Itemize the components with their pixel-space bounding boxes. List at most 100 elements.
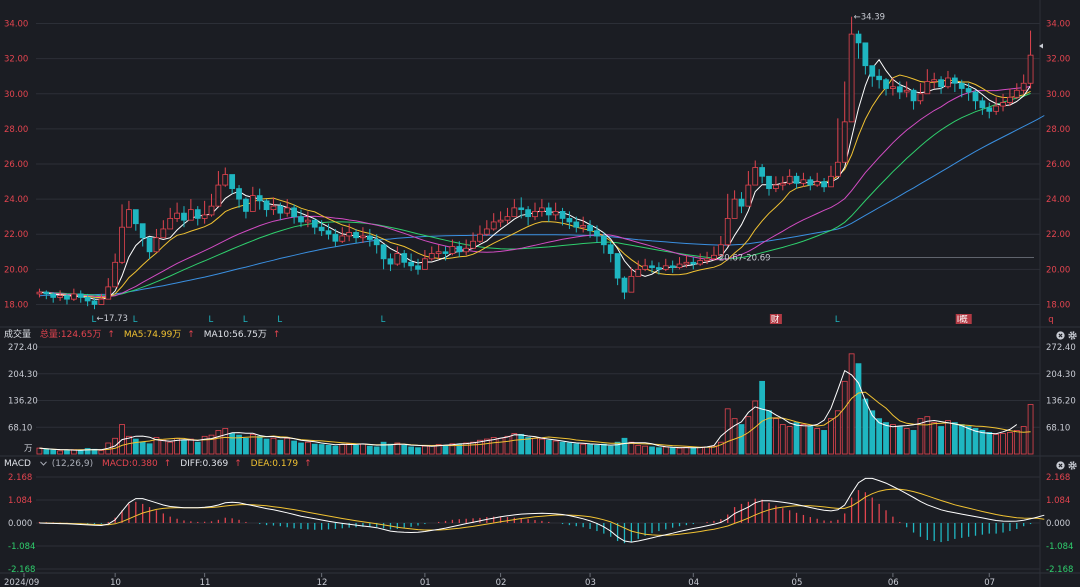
volume-bar — [656, 447, 662, 455]
volume-bar — [841, 380, 848, 455]
macd-tick-label-left: 0.000 — [8, 519, 32, 529]
volume-bar — [249, 433, 256, 455]
candle-body — [201, 214, 208, 219]
candle-body — [896, 86, 903, 93]
candle-body — [236, 188, 242, 200]
event-marker-label: L — [133, 315, 138, 325]
event-marker-label: L — [381, 315, 386, 325]
volume-bar — [628, 441, 635, 455]
volume-bar — [738, 424, 745, 455]
candle-body — [1013, 89, 1020, 98]
candle-body — [470, 240, 476, 249]
volume-bar — [477, 439, 483, 455]
event-marker-box — [769, 314, 782, 324]
macd-title-text: MACD — [4, 459, 31, 469]
price-tick-label-right: 26.00 — [1046, 160, 1070, 170]
gear-icon[interactable] — [1068, 331, 1077, 340]
candle-body — [366, 235, 373, 240]
candle-body — [387, 258, 394, 265]
volume-tick-label-right: 204.30 — [1046, 370, 1076, 380]
macd-lines — [39, 477, 1045, 543]
volume-bar — [160, 439, 167, 455]
volume-bar — [635, 444, 642, 455]
volume-bar — [98, 450, 105, 455]
volume-bar — [917, 418, 924, 455]
range-label: 20.67-20.69 — [719, 254, 771, 264]
volume-bar — [435, 444, 442, 455]
ma20-line — [39, 85, 1031, 297]
volume-bar — [814, 428, 821, 455]
candle-body — [883, 79, 889, 89]
gear-icon[interactable] — [1068, 461, 1077, 470]
volume-bar — [759, 380, 766, 455]
candle-body — [938, 79, 944, 88]
candle-body — [621, 277, 628, 293]
macd-value-label: MACD:0.380 ↑ — [102, 459, 171, 469]
volume-bar — [690, 447, 697, 455]
event-marker-box — [955, 314, 972, 324]
volume-bar — [890, 424, 896, 455]
volume-bar — [366, 445, 373, 455]
volume-bar — [57, 450, 63, 455]
price-tick-label-left: 32.00 — [4, 55, 28, 65]
candle-body — [353, 232, 359, 239]
diff-line — [39, 477, 1045, 543]
volume-bar — [883, 422, 889, 455]
time-tick-label: 11 — [200, 578, 211, 587]
volume-bar — [256, 435, 263, 455]
volume-bar — [360, 443, 366, 455]
candle-body — [759, 167, 766, 177]
close-icon[interactable] — [1056, 331, 1065, 340]
candle-body — [525, 209, 531, 218]
volume-bar — [497, 437, 504, 455]
candle-body — [249, 195, 256, 212]
candle-body — [903, 89, 910, 93]
volume-bar — [270, 437, 277, 455]
volume-tick-label-right: 272.40 — [1046, 343, 1076, 353]
close-icon[interactable] — [1056, 461, 1065, 470]
volume-tick-label-left: 272.40 — [8, 343, 38, 353]
volume-bar — [580, 443, 587, 455]
candle-body — [793, 175, 800, 184]
candle-body — [745, 184, 752, 207]
candle-body — [614, 253, 621, 279]
candle-body — [773, 184, 779, 189]
candle-body — [208, 205, 215, 216]
candle-body — [497, 219, 504, 223]
volume-bars[interactable] — [36, 353, 1034, 455]
candle-body — [1007, 96, 1013, 103]
volume-bar — [979, 430, 986, 455]
macd-params: (12,26,9) — [51, 459, 94, 469]
ma60-line — [39, 115, 1045, 297]
volume-bar — [545, 439, 552, 455]
macd-title[interactable]: MACD — [4, 459, 47, 469]
candle-body — [132, 209, 139, 225]
candle-body — [511, 207, 518, 218]
candle-body — [573, 221, 580, 228]
volume-bar — [153, 437, 160, 455]
volume-bar — [1013, 430, 1020, 455]
volume-bar — [766, 410, 772, 455]
macd-histogram[interactable] — [38, 490, 1032, 544]
candle-body — [890, 86, 896, 89]
volume-bar — [938, 426, 944, 455]
candle-body — [332, 233, 339, 242]
price-candles[interactable] — [36, 16, 1034, 310]
candle-body — [449, 246, 456, 254]
volume-bar — [415, 447, 421, 455]
macd-diff-label: DIFF:0.369 ↑ — [180, 459, 242, 469]
volume-bar — [711, 445, 717, 455]
macd-tick-label-left: 2.168 — [8, 473, 32, 483]
price-tick-label-left: 34.00 — [4, 20, 28, 30]
volume-bar — [139, 441, 146, 455]
volume-bar — [215, 430, 222, 455]
candle-body — [607, 244, 614, 254]
chevron-down-icon[interactable] — [39, 461, 47, 466]
volume-bar — [965, 426, 972, 455]
volume-bar — [339, 444, 346, 455]
volume-ma5-label: MA5:74.99万 ↑ — [124, 330, 195, 340]
candle-body — [649, 265, 655, 268]
volume-bar — [828, 418, 834, 455]
candle-body — [428, 253, 435, 260]
